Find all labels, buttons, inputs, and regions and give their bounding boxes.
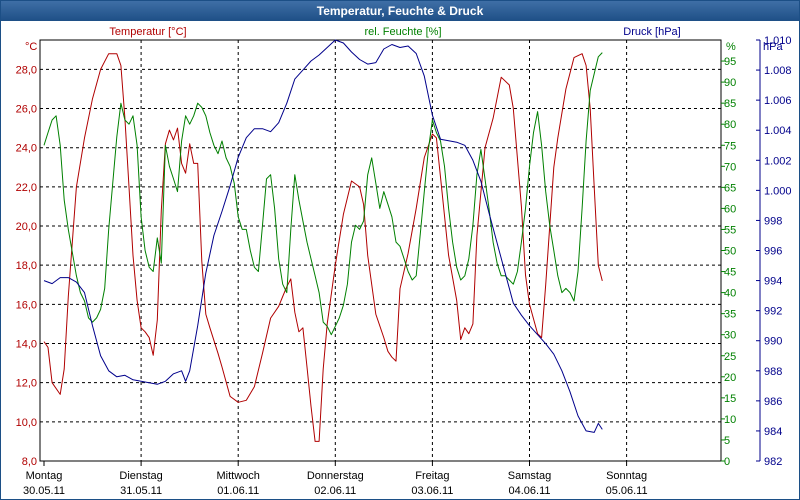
x-tick-day: Montag <box>26 470 63 482</box>
x-tick-day: Mittwoch <box>216 470 259 482</box>
temperature-axis-label: Temperatur [°C] <box>109 26 186 38</box>
x-tick-date: 03.06.11 <box>411 485 453 497</box>
humidity-tick-label: 85 <box>724 98 736 110</box>
temperature-tick-label: 24,0 <box>16 143 37 155</box>
humidity-tick-label: 0 <box>724 456 730 468</box>
pressure-tick-label: 1.010 <box>764 35 792 47</box>
temperature-tick-label: 18,0 <box>16 260 37 272</box>
x-tick-day: Dienstag <box>119 470 162 482</box>
series-line-pressure <box>43 39 603 433</box>
pressure-axis-label: Druck [hPa] <box>623 26 680 38</box>
pressure-tick-label: 984 <box>764 426 782 438</box>
humidity-tick-label: 90 <box>724 77 736 89</box>
x-tick-date: 04.06.11 <box>508 485 550 497</box>
x-tick-date: 01.06.11 <box>217 485 259 497</box>
humidity-tick-label: 40 <box>724 288 736 300</box>
x-tick-date: 30.05.11 <box>23 485 65 497</box>
humidity-tick-label: 25 <box>724 351 736 363</box>
humidity-tick-label: 60 <box>724 203 736 215</box>
pressure-tick-label: 994 <box>764 276 782 288</box>
pressure-tick-label: 1.002 <box>764 155 792 167</box>
humidity-tick-label: 10 <box>724 414 736 426</box>
humidity-unit: % <box>726 41 736 53</box>
plot-area <box>39 39 722 462</box>
window-title: Temperatur, Feuchte & Druck <box>1 1 799 21</box>
humidity-tick-label: 30 <box>724 330 736 342</box>
humidity-tick-label: 95 <box>724 56 736 68</box>
x-tick-date: 05.06.11 <box>606 485 648 497</box>
humidity-tick-label: 70 <box>724 161 736 173</box>
temperature-tick-label: 22,0 <box>16 182 37 194</box>
x-tick-day: Samstag <box>508 470 551 482</box>
temperature-tick-label: 26,0 <box>16 104 37 116</box>
temperature-tick-label: 20,0 <box>16 221 37 233</box>
humidity-tick-label: 65 <box>724 182 736 194</box>
pressure-tick-label: 1.006 <box>764 95 792 107</box>
pressure-tick-label: 1.000 <box>764 185 792 197</box>
humidity-tick-label: 45 <box>724 267 736 279</box>
temperature-unit: °C <box>25 41 37 53</box>
x-tick-day: Donnerstag <box>307 470 364 482</box>
series-line-humidity <box>43 52 603 336</box>
pressure-tick-label: 992 <box>764 306 782 318</box>
humidity-tick-label: 15 <box>724 393 736 405</box>
pressure-tick-label: 982 <box>764 456 782 468</box>
pressure-tick-label: 996 <box>764 246 782 258</box>
humidity-tick-label: 55 <box>724 224 736 236</box>
temperature-tick-label: 8,0 <box>22 456 37 468</box>
temperature-tick-label: 14,0 <box>16 339 37 351</box>
temperature-tick-label: 12,0 <box>16 378 37 390</box>
humidity-tick-label: 80 <box>724 119 736 131</box>
x-tick-day: Freitag <box>415 470 449 482</box>
humidity-axis-label: rel. Feuchte [%] <box>364 26 441 38</box>
x-tick-date: 31.05.11 <box>120 485 162 497</box>
temperature-tick-label: 10,0 <box>16 417 37 429</box>
temperature-tick-label: 16,0 <box>16 299 37 311</box>
axes-group: 8,0 10,0 12,0 14,0 16,0 18,0 20,0 22,0 24,0 26,0 2… <box>16 26 792 497</box>
humidity-tick-label: 35 <box>724 309 736 321</box>
humidity-tick-label: 20 <box>724 372 736 384</box>
x-tick-day: Sonntag <box>606 470 647 482</box>
pressure-tick-label: 986 <box>764 396 782 408</box>
series-line-temperature <box>43 53 603 442</box>
pressure-unit: hPa <box>763 41 783 53</box>
grid <box>40 40 721 461</box>
pressure-tick-label: 990 <box>764 336 782 348</box>
pressure-tick-label: 998 <box>764 215 782 227</box>
series-group <box>43 39 603 442</box>
humidity-tick-label: 5 <box>724 435 730 447</box>
pressure-tick-label: 1.008 <box>764 65 792 77</box>
x-tick-date: 02.06.11 <box>314 485 356 497</box>
pressure-tick-label: 988 <box>764 366 782 378</box>
humidity-tick-label: 75 <box>724 140 736 152</box>
pressure-tick-label: 1.004 <box>764 125 792 137</box>
humidity-tick-label: 50 <box>724 246 736 258</box>
temperature-tick-label: 28,0 <box>16 64 37 76</box>
